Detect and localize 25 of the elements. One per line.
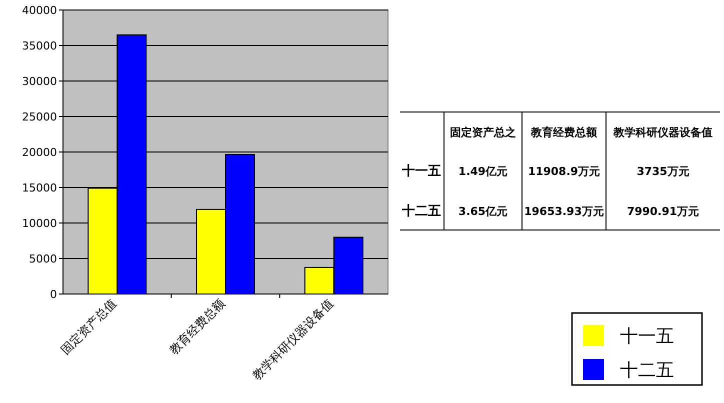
y-tick-label: 40000 — [22, 4, 57, 17]
text: 11908.9万元 — [528, 165, 600, 178]
y-tick-label: 30000 — [22, 75, 57, 88]
legend-label: 十一五 — [620, 326, 674, 347]
text: 固定资产总之 — [450, 126, 516, 139]
text: 教学科研仪器设备值 — [612, 126, 712, 139]
text: 19653.93万元 — [524, 205, 604, 218]
text: 3.65亿元 — [458, 205, 508, 218]
y-tick-label: 25000 — [22, 110, 57, 124]
text: 十二五 — [401, 204, 441, 219]
x-tick-label: 固定资产总值 — [58, 296, 120, 358]
y-tick-label: 15000 — [22, 182, 57, 194]
text: 7990.91万元 — [626, 205, 700, 218]
x-tick-label: 教育经费总额 — [166, 296, 228, 358]
y-tick-label: 20000 — [22, 146, 57, 159]
y-tick-label: 0 — [50, 288, 57, 301]
text: 十一五 — [401, 164, 441, 179]
text: 教育经费总额 — [530, 126, 598, 139]
y-tick-label: 35000 — [22, 40, 57, 52]
y-tick-label: 10000 — [22, 217, 57, 230]
legend-label: 十二五 — [620, 360, 674, 381]
text: 1.49亿元 — [458, 165, 508, 178]
x-tick-label: 教学科研仪器设备值 — [250, 296, 336, 382]
y-tick-label: 5000 — [29, 252, 57, 266]
text: 3735万元 — [636, 165, 690, 178]
